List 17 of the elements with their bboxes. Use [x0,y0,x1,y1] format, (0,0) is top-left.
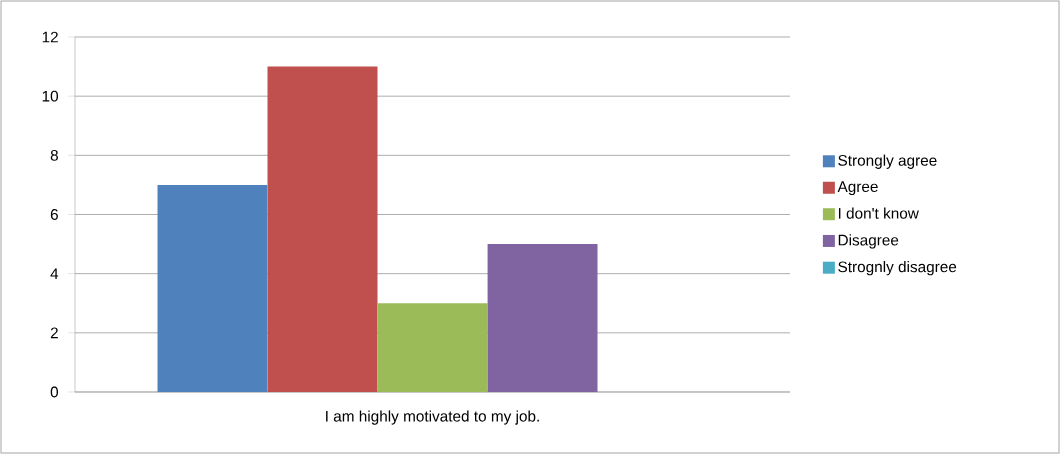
legend-label: Strognly disagree [838,261,957,276]
bar [267,66,378,392]
bar [377,303,488,392]
x-tick-label: I am highly motivated to my job. [326,410,539,425]
y-tick-label: 8 [50,149,58,161]
y-tick-label: 12 [42,31,58,43]
y-tick-label: 10 [42,90,59,102]
y-tick-label: 4 [50,268,59,279]
y-tick-label: 0 [50,386,59,398]
legend-label: Agree [837,181,878,196]
y-tick-label: 2 [50,327,58,339]
legend-label: Disagree [838,234,899,249]
bar [157,184,268,392]
legend-label: Strongly agree [838,154,937,169]
y-tick-label: 6 [50,209,58,220]
legend-label: I don't know [838,207,919,219]
bar [487,244,598,392]
